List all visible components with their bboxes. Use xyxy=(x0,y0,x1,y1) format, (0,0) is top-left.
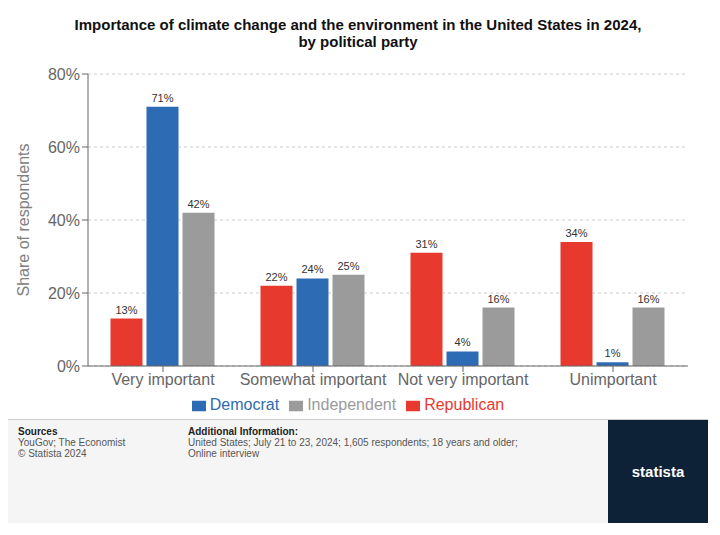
html-text:Independent: Independent xyxy=(307,396,397,413)
svg-text:25%: 25% xyxy=(337,260,359,272)
svg-text:42%: 42% xyxy=(187,198,209,210)
svg-text:71%: 71% xyxy=(151,92,173,104)
svg-text:24%: 24% xyxy=(301,263,323,275)
svg-text:4%: 4% xyxy=(455,336,471,348)
svg-text:13%: 13% xyxy=(115,304,137,316)
svg-text:60%: 60% xyxy=(48,139,80,156)
svg-text:Very important: Very important xyxy=(111,371,215,388)
html-text:Sources: Sources xyxy=(18,426,58,437)
svg-text:34%: 34% xyxy=(565,227,587,239)
svg-text:0%: 0% xyxy=(57,358,80,375)
svg-text:Not very important: Not very important xyxy=(398,371,529,388)
svg-text:16%: 16% xyxy=(487,293,509,305)
html-text:statista: statista xyxy=(631,463,685,480)
svg-text:Somewhat important: Somewhat important xyxy=(240,371,387,388)
svg-text:40%: 40% xyxy=(48,212,80,229)
html-text:Additional Information:: Additional Information: xyxy=(188,426,298,437)
svg-text:31%: 31% xyxy=(415,238,437,250)
html-text:United States; July 21 to 23,: United States; July 21 to 23, 2024; 1,60… xyxy=(188,437,518,459)
html-text:Democrat: Democrat xyxy=(209,396,280,413)
svg-text:80%: 80% xyxy=(48,66,80,83)
svg-text:1%: 1% xyxy=(605,347,621,359)
svg-text:22%: 22% xyxy=(265,271,287,283)
html-text:Republican: Republican xyxy=(424,396,505,413)
svg-text:16%: 16% xyxy=(637,293,659,305)
svg-text:20%: 20% xyxy=(48,285,80,302)
html-text:YouGov; The Economist © Statis: YouGov; The Economist © Statista 2024 xyxy=(18,437,126,459)
svg-text:Unimportant: Unimportant xyxy=(569,371,657,388)
svg-text:Share of respondents: Share of respondents xyxy=(15,144,32,297)
html-text:Importance of climate change a: Importance of climate change and the env… xyxy=(74,16,642,50)
